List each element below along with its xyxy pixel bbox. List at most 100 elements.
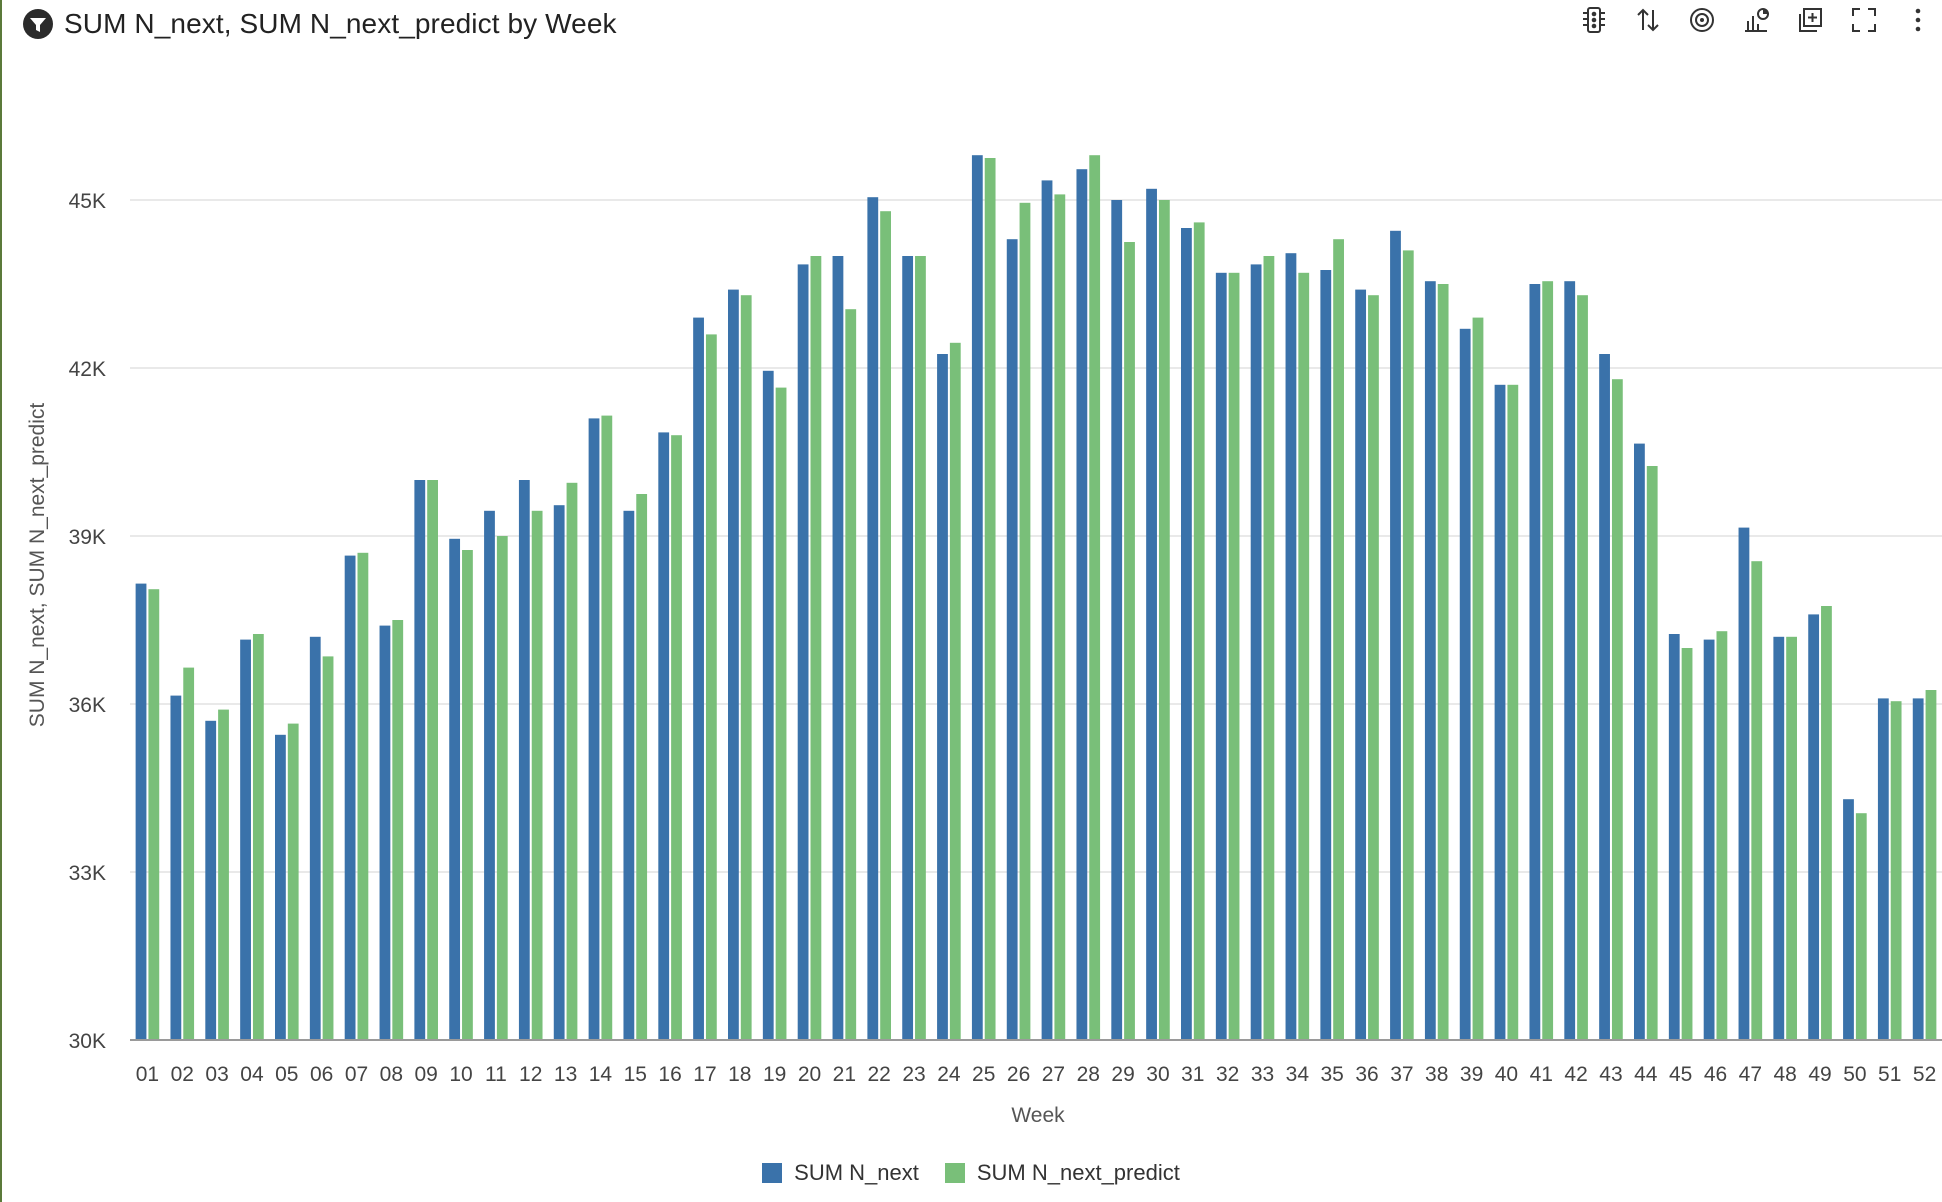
bar-sum-n-next-predict-49 (1821, 606, 1832, 1040)
bar-sum-n-next-predict-12 (531, 510, 543, 1040)
bar-sum-n-next-09 (414, 480, 426, 1040)
bar-sum-n-next-37 (1390, 230, 1401, 1041)
x-tick-label: 31 (1181, 1063, 1204, 1086)
bar-sum-n-next-predict-16 (671, 435, 682, 1040)
bar-sum-n-next-predict-50 (1855, 813, 1867, 1040)
x-tick-label: 39 (1460, 1063, 1483, 1086)
bar-sum-n-next-predict-07 (357, 552, 369, 1040)
legend: SUM N_next SUM N_next_predict (0, 1160, 1942, 1186)
x-tick-label: 45 (1669, 1063, 1692, 1086)
bar-sum-n-next-19 (762, 370, 774, 1040)
bar-sum-n-next-48 (1773, 636, 1785, 1040)
bar-sum-n-next-predict-28 (1089, 155, 1101, 1040)
x-tick-label: 47 (1739, 1063, 1762, 1086)
bar-sum-n-next-predict-17 (705, 334, 717, 1040)
x-tick-label: 14 (589, 1063, 613, 1086)
bar-sum-n-next-predict-48 (1786, 636, 1797, 1040)
bar-sum-n-next-44 (1634, 443, 1645, 1041)
traffic-light-icon[interactable] (1578, 4, 1610, 36)
legend-swatch-sum-n-next (762, 1163, 783, 1183)
bar-sum-n-next-52 (1912, 698, 1924, 1040)
x-tick-label: 07 (345, 1063, 368, 1086)
x-tick-label: 23 (902, 1063, 925, 1086)
bar-sum-n-next-predict-25 (984, 158, 996, 1040)
bar-sum-n-next-predict-24 (949, 342, 961, 1040)
x-tick-label: 46 (1704, 1063, 1727, 1086)
y-tick-label: 45K (69, 190, 106, 213)
x-tick-label: 09 (415, 1063, 438, 1086)
x-tick-label: 21 (833, 1063, 856, 1086)
x-tick-label: 15 (624, 1063, 647, 1086)
y-axis-title: SUM N_next, SUM N_next_predict (26, 403, 49, 728)
legend-item-sum-n-next-predict[interactable]: SUM N_next_predict (944, 1160, 1180, 1186)
bar-sum-n-next-20 (797, 264, 809, 1040)
x-tick-label: 18 (728, 1063, 751, 1086)
x-tick-label: 49 (1808, 1063, 1831, 1086)
y-axis-ticks: 30K 33K 36K 39K 42K 45K (69, 190, 106, 1053)
x-tick-label: 10 (449, 1063, 472, 1086)
target-icon[interactable] (1686, 4, 1718, 36)
bar-sum-n-next-predict-11 (496, 536, 508, 1040)
bar-sum-n-next-predict-43 (1611, 379, 1623, 1040)
x-tick-label: 12 (519, 1063, 542, 1086)
x-tick-label: 13 (554, 1063, 577, 1086)
more-icon[interactable] (1902, 4, 1934, 36)
x-tick-label: 51 (1878, 1063, 1901, 1086)
bar-sum-n-next-predict-31 (1193, 222, 1205, 1040)
bar-sum-n-next-predict-09 (427, 480, 438, 1040)
bar-sum-n-next-31 (1181, 228, 1192, 1040)
legend-item-sum-n-next[interactable]: SUM N_next (762, 1160, 919, 1186)
x-tick-label: 48 (1774, 1063, 1797, 1086)
bar-sum-n-next-38 (1424, 281, 1436, 1040)
bar-sum-n-next-42 (1564, 281, 1576, 1040)
bar-sum-n-next-predict-21 (845, 309, 857, 1040)
x-tick-label: 04 (240, 1063, 264, 1086)
y-tick-label: 42K (69, 358, 106, 381)
bar-sum-n-next-predict-51 (1890, 701, 1902, 1040)
bar-sum-n-next-26 (1006, 239, 1018, 1040)
bar-sum-n-next-predict-45 (1681, 648, 1693, 1040)
x-tick-label: 24 (937, 1063, 961, 1086)
bar-sum-n-next-predict-42 (1577, 295, 1588, 1040)
bar-sum-n-next-08 (379, 625, 391, 1040)
bar-sum-n-next-predict-36 (1368, 295, 1379, 1040)
bar-sum-n-next-predict-38 (1437, 284, 1449, 1040)
add-panel-icon[interactable] (1794, 4, 1826, 36)
x-tick-label: 17 (693, 1063, 716, 1086)
y-tick-label: 33K (69, 862, 106, 885)
bar-sum-n-next-predict-06 (322, 656, 334, 1040)
legend-label-sum-n-next-predict: SUM N_next_predict (976, 1160, 1180, 1185)
x-tick-label: 40 (1495, 1063, 1518, 1086)
bar-sum-n-next-45 (1668, 634, 1680, 1040)
x-tick-label: 26 (1007, 1063, 1030, 1086)
x-tick-label: 41 (1530, 1063, 1553, 1086)
bar-sum-n-next-23 (902, 256, 914, 1040)
x-tick-label: 27 (1042, 1063, 1065, 1086)
bar-sum-n-next-06 (309, 636, 321, 1040)
bar-sum-n-next-predict-01 (148, 589, 160, 1040)
bar-sum-n-next-predict-39 (1472, 317, 1484, 1041)
bar-sum-n-next-predict-27 (1054, 194, 1066, 1040)
bar-sum-n-next-21 (832, 256, 844, 1040)
bar-sum-n-next-25 (971, 155, 983, 1040)
bar-sum-n-next-35 (1320, 270, 1332, 1040)
bar-sum-n-next-50 (1843, 799, 1854, 1040)
bar-sum-n-next-27 (1041, 180, 1053, 1040)
bar-sum-n-next-46 (1703, 639, 1715, 1040)
bar-sum-n-next-predict-15 (636, 494, 648, 1040)
chart-toolbar (1578, 4, 1934, 36)
filter-icon[interactable] (22, 8, 54, 40)
x-tick-label: 35 (1321, 1063, 1344, 1086)
sort-icon[interactable] (1632, 4, 1664, 36)
bar-sum-n-next-39 (1459, 328, 1471, 1040)
chart-options-icon[interactable] (1740, 4, 1772, 36)
bar-sum-n-next-predict-02 (183, 667, 195, 1040)
bar-sum-n-next-predict-34 (1298, 272, 1310, 1040)
bar-sum-n-next-predict-05 (287, 723, 299, 1040)
bar-sum-n-next-predict-35 (1333, 239, 1344, 1040)
x-tick-label: 08 (380, 1063, 403, 1086)
bar-sum-n-next-30 (1146, 188, 1157, 1041)
fullscreen-icon[interactable] (1848, 4, 1880, 36)
bar-sum-n-next-02 (170, 695, 182, 1040)
